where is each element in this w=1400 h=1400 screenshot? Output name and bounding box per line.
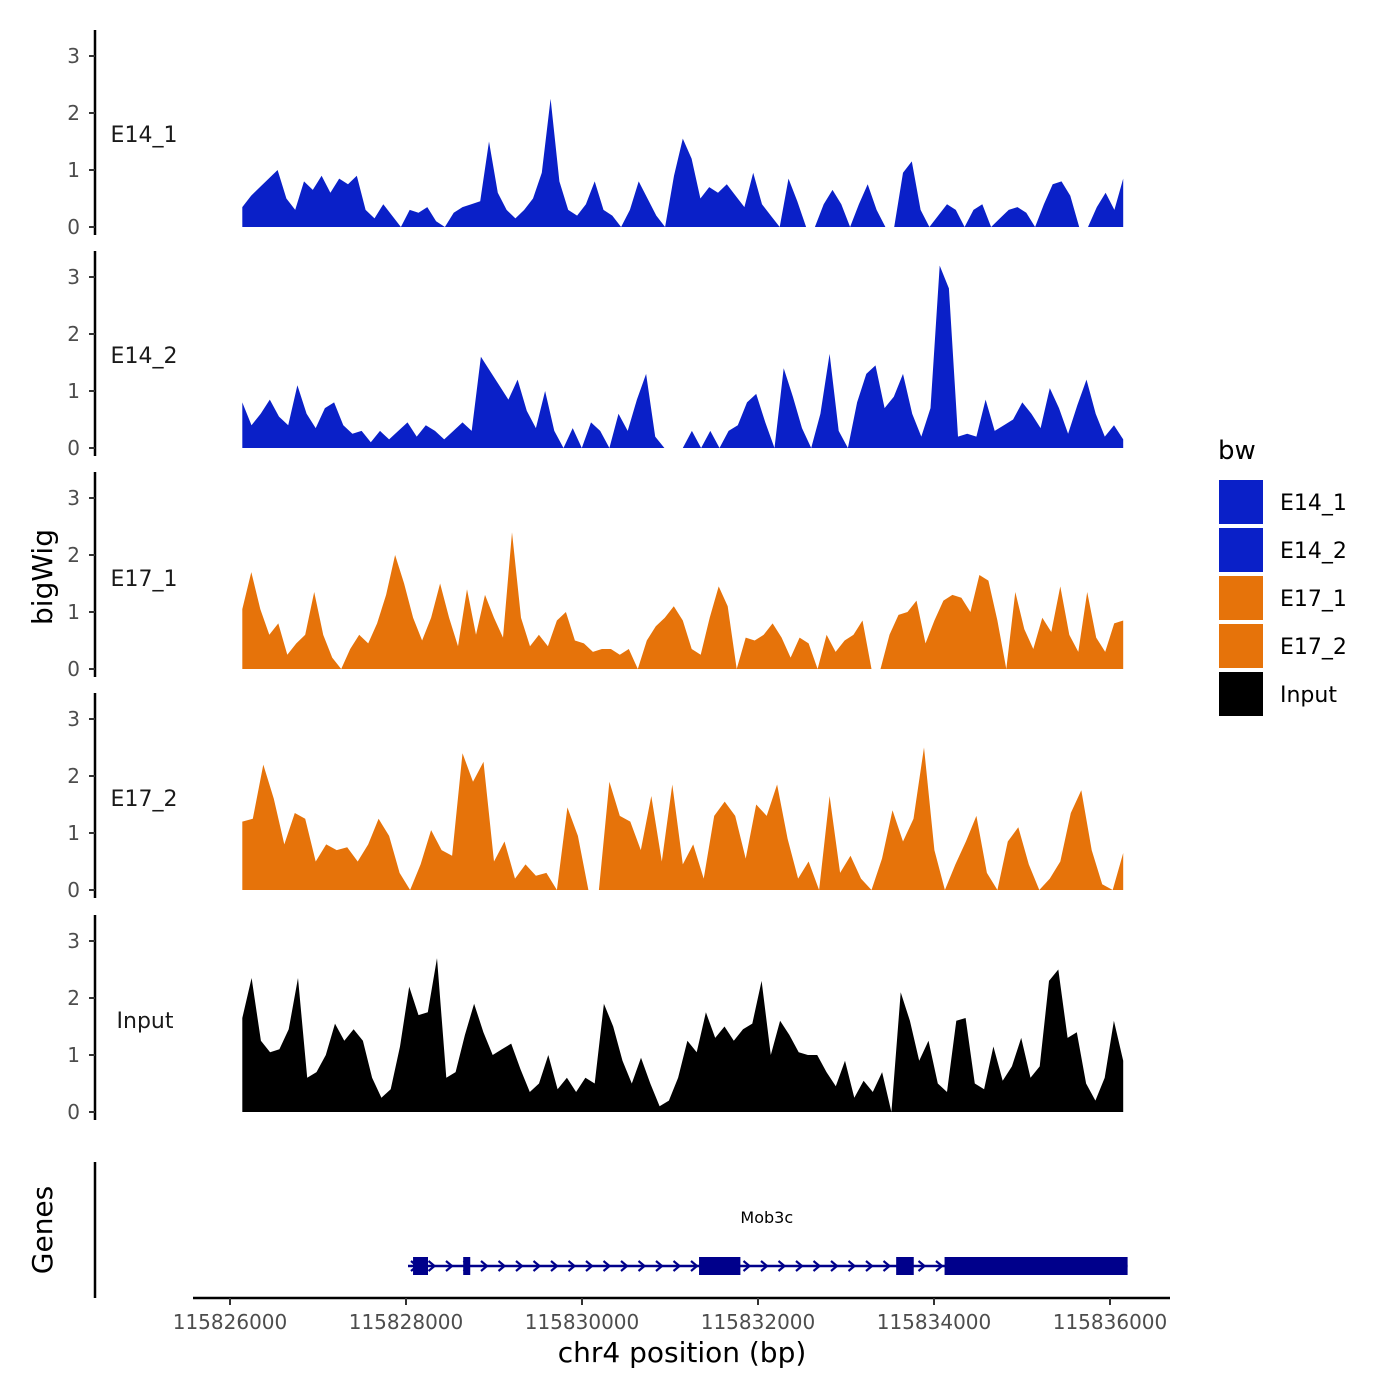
strand-arrow <box>497 1260 507 1272</box>
x-tick-label: 115828000 <box>349 1310 464 1334</box>
track-label: E14_2 <box>111 344 178 369</box>
track-label: Input <box>117 1009 174 1034</box>
track-label: E17_1 <box>111 567 178 592</box>
legend: bw E14_1 E14_2 E17_1 E17_2 Input <box>1218 436 1347 716</box>
x-tick-label: 115834000 <box>877 1310 992 1334</box>
coverage-area-e14-1 <box>242 98 1124 227</box>
strand-arrow <box>567 1260 577 1272</box>
x-tick-label: 115826000 <box>173 1310 288 1334</box>
strand-arrow <box>760 1260 769 1272</box>
x-tick-label: 115832000 <box>701 1310 816 1334</box>
y-tick-label: 0 <box>67 657 80 681</box>
legend-label: Input <box>1280 683 1337 708</box>
strand-arrow <box>690 1260 699 1272</box>
strand-arrow <box>585 1260 594 1272</box>
strand-arrow <box>742 1260 752 1272</box>
legend-swatch-e14-1 <box>1219 480 1263 524</box>
legend-swatch-e17-1 <box>1219 576 1263 620</box>
y-tick-label: 3 <box>67 707 80 731</box>
legend-swatch-e14-2 <box>1219 528 1263 572</box>
y-tick-label: 2 <box>67 764 80 788</box>
strand-arrow <box>427 1260 437 1272</box>
strand-arrow <box>445 1260 454 1272</box>
track-e14-2: 0 1 2 3 E14_2 <box>67 251 1124 460</box>
coverage-area-e17-2 <box>242 747 1124 890</box>
gene-exon <box>413 1257 428 1275</box>
strand-arrow <box>515 1260 524 1272</box>
strand-arrow <box>935 1260 944 1272</box>
y-tick-label: 0 <box>67 215 80 239</box>
gene-exon <box>699 1257 741 1275</box>
y-tick-label: 0 <box>67 1100 80 1124</box>
gene-name-label: Mob3c <box>740 1208 793 1227</box>
strand-arrow <box>620 1260 629 1272</box>
strand-arrow <box>865 1260 874 1272</box>
legend-label: E17_1 <box>1280 587 1347 612</box>
track-input: 0 1 2 3 Input <box>67 915 1124 1124</box>
strand-arrow <box>812 1260 822 1272</box>
y-tick-label: 1 <box>67 821 80 845</box>
coverage-area-e17-1 <box>242 532 1124 669</box>
legend-label: E14_1 <box>1280 491 1347 516</box>
legend-label: E17_2 <box>1280 635 1347 660</box>
strand-arrow <box>847 1260 857 1272</box>
y-tick-label: 3 <box>67 44 80 68</box>
legend-swatch-e17-2 <box>1219 624 1263 668</box>
strand-arrow <box>830 1260 839 1272</box>
y-tick-label: 2 <box>67 322 80 346</box>
legend-swatch-input <box>1219 672 1263 716</box>
strand-arrow <box>637 1260 647 1272</box>
y-tick-label: 1 <box>67 1043 80 1067</box>
x-axis-title: chr4 position (bp) <box>558 1336 807 1369</box>
track-e17-2: 0 1 2 3 E17_2 <box>67 693 1124 902</box>
y-tick-label: 2 <box>67 101 80 125</box>
coverage-area-e14-2 <box>242 265 1124 448</box>
track-e17-1: 0 1 2 3 E17_1 <box>67 472 1124 681</box>
strand-arrow <box>480 1260 489 1272</box>
gene-exon <box>944 1257 1128 1275</box>
y-tick-label: 3 <box>67 486 80 510</box>
coverage-tracks: 0 1 2 3 E14_1 0 1 2 3 E14_2 0 1 2 3 E17_1 0 1 2 3 E17_2 0 1 2 3… <box>67 30 1124 1124</box>
legend-title: bw <box>1218 436 1256 466</box>
y-tick-label: 2 <box>67 543 80 567</box>
y-tick-label: 1 <box>67 158 80 182</box>
x-tick-label: 115830000 <box>525 1310 640 1334</box>
strand-arrow <box>655 1260 664 1272</box>
y-tick-label: 1 <box>67 600 80 624</box>
y-tick-label: 3 <box>67 929 80 953</box>
gene-track-title: Genes <box>26 1186 59 1274</box>
strand-arrow <box>672 1260 682 1272</box>
strand-arrow <box>532 1260 542 1272</box>
x-axis: chr4 position (bp) 115826000 115828000 115… <box>173 1296 1170 1369</box>
strand-arrow <box>795 1260 804 1272</box>
y-tick-label: 0 <box>67 878 80 902</box>
strand-arrow <box>777 1260 787 1272</box>
gene-exon <box>896 1257 914 1275</box>
y-tick-label: 2 <box>67 986 80 1010</box>
y-axis-title: bigWig <box>26 529 59 625</box>
strand-arrow <box>550 1260 559 1272</box>
x-tick-label: 115836000 <box>1053 1310 1168 1334</box>
gene-track: Genes Mob3c <box>26 1162 1128 1298</box>
y-tick-label: 0 <box>67 436 80 460</box>
y-tick-label: 3 <box>67 265 80 289</box>
coverage-area-input <box>242 958 1124 1112</box>
strand-arrow <box>602 1260 612 1272</box>
strand-arrow <box>882 1260 892 1272</box>
strand-arrow <box>917 1260 927 1272</box>
legend-label: E14_2 <box>1280 539 1347 564</box>
track-label: E17_2 <box>111 787 178 812</box>
legend-items: E14_1 E14_2 E17_1 E17_2 Input <box>1219 480 1347 716</box>
y-tick-label: 1 <box>67 379 80 403</box>
track-label: E14_1 <box>111 123 178 148</box>
track-e14-1: 0 1 2 3 E14_1 <box>67 30 1124 239</box>
gene-exon <box>463 1257 471 1275</box>
